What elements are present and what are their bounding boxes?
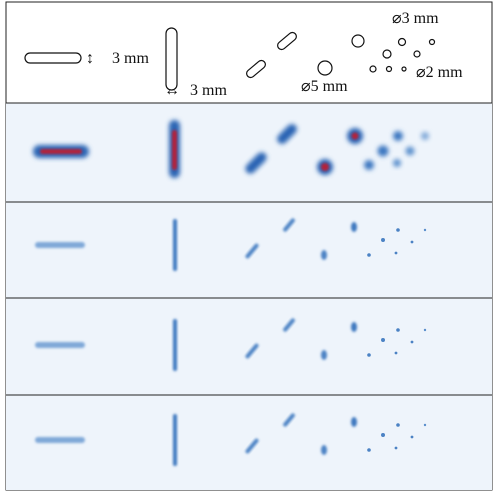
arrow-symbol: ↔ xyxy=(164,82,180,99)
arrow-symbol: ↕ xyxy=(86,50,94,67)
blob xyxy=(406,147,415,156)
blob-core xyxy=(352,133,359,140)
blob xyxy=(393,159,401,167)
label: 3 mm xyxy=(190,82,227,99)
panel-background xyxy=(6,103,492,490)
blob-core xyxy=(40,149,82,154)
blob xyxy=(393,131,403,141)
label: ⌀5 mm xyxy=(301,78,348,95)
label: ⌀2 mm xyxy=(416,64,463,81)
blob xyxy=(378,146,389,157)
page: ↕ 3 mm ↔ 3 mm ⌀3 mm ⌀5 mm ⌀2 mm (() => {… xyxy=(0,0,498,496)
label: 3 mm xyxy=(112,50,149,67)
blob-core xyxy=(172,130,177,170)
blob xyxy=(421,132,429,140)
blob xyxy=(364,160,374,170)
figure: ↕ 3 mm ↔ 3 mm ⌀3 mm ⌀5 mm ⌀2 mm xyxy=(0,0,498,491)
blob-core xyxy=(321,163,329,171)
label: ⌀3 mm xyxy=(392,10,439,27)
